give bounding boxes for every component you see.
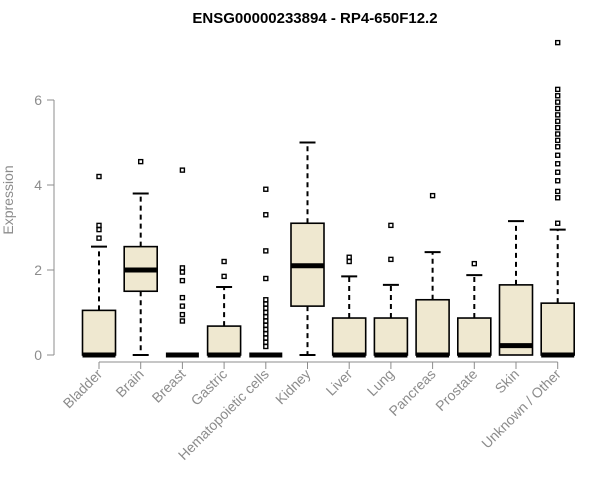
- outlier-point: [137, 158, 144, 165]
- x-tick-label: Lung: [364, 366, 397, 399]
- outlier-point: [96, 173, 102, 180]
- outlier-point: [263, 297, 269, 303]
- outlier-point: [555, 137, 561, 144]
- outlier-point: [179, 269, 186, 275]
- y-tick-label: 0: [34, 347, 42, 363]
- outlier-point: [221, 273, 227, 280]
- box-bladder: [81, 173, 117, 358]
- outlier-point: [555, 195, 561, 201]
- iqr-box: [456, 317, 492, 356]
- x-tick-label: Bladder: [60, 366, 106, 412]
- outlier-point: [263, 322, 269, 328]
- box-liver: [331, 254, 367, 358]
- outlier-point: [263, 318, 269, 324]
- outlier-point: [179, 311, 186, 318]
- outlier-point: [555, 93, 561, 99]
- outlier-point: [555, 131, 561, 137]
- box-hematopoietic-cells: [249, 186, 283, 358]
- outlier-point: [263, 326, 269, 333]
- iqr-box: [81, 309, 117, 356]
- box-prostate: [456, 260, 492, 358]
- box-lung: [373, 222, 409, 358]
- outlier-point: [263, 335, 269, 341]
- box-skin: [498, 220, 534, 356]
- outlier-point: [96, 222, 102, 229]
- outlier-point: [263, 339, 269, 345]
- box-gastric: [206, 258, 242, 358]
- outlier-point: [263, 275, 269, 282]
- outlier-point: [263, 248, 269, 254]
- box-brain: [123, 158, 158, 356]
- box-unknown-other: [540, 39, 576, 358]
- iqr-box: [331, 317, 367, 356]
- outlier-point: [555, 152, 561, 158]
- outlier-point: [555, 124, 561, 131]
- outlier-point: [96, 235, 102, 241]
- outlier-point: [263, 301, 269, 307]
- outlier-point: [555, 112, 561, 118]
- outlier-point: [388, 256, 394, 263]
- x-tick-label: Breast: [149, 366, 189, 406]
- outlier-point: [263, 331, 269, 337]
- iqr-box: [206, 325, 242, 356]
- outlier-point: [471, 260, 477, 267]
- outlier-point: [221, 258, 227, 265]
- outlier-point: [555, 178, 561, 184]
- outlier-point: [555, 39, 561, 46]
- outlier-point: [263, 212, 269, 218]
- y-tick-label: 4: [34, 177, 42, 193]
- x-tick-label: Prostate: [432, 366, 480, 414]
- outlier-point: [346, 254, 352, 260]
- outlier-point: [263, 309, 269, 316]
- x-tick-label: Kidney: [272, 366, 314, 408]
- outlier-point: [263, 343, 269, 350]
- outlier-point: [388, 222, 394, 229]
- iqr-box: [415, 298, 450, 356]
- iqr-box: [540, 302, 576, 356]
- outlier-point: [555, 144, 561, 150]
- x-tick-label: Liver: [323, 366, 356, 399]
- outlier-point: [555, 220, 561, 226]
- outlier-point: [555, 169, 561, 175]
- outlier-point: [179, 265, 186, 271]
- iqr-box: [373, 317, 409, 356]
- outlier-point: [555, 188, 561, 195]
- outlier-point: [429, 192, 436, 199]
- outlier-point: [263, 314, 269, 320]
- outlier-point: [555, 99, 561, 105]
- outlier-point: [346, 258, 352, 265]
- outlier-point: [179, 167, 186, 173]
- chart-title: ENSG00000233894 - RP4-650F12.2: [192, 10, 437, 27]
- outlier-point: [263, 305, 269, 311]
- box-breast: [165, 167, 199, 358]
- boxes-group: [81, 39, 576, 358]
- axes-group: 0 2 4 6: [34, 92, 559, 369]
- outlier-point: [179, 277, 186, 284]
- y-tick-label: 2: [34, 262, 42, 278]
- x-tick-label: Unknown / Other: [478, 366, 564, 452]
- x-tick-label: Skin: [492, 366, 523, 397]
- y-axis-label: Expression: [0, 165, 16, 234]
- outlier-point: [179, 303, 186, 309]
- outlier-point: [179, 318, 186, 324]
- outlier-point: [96, 226, 102, 233]
- x-tick-label: Brain: [112, 366, 146, 400]
- outlier-point: [555, 105, 561, 112]
- outlier-point: [555, 118, 561, 124]
- outlier-point: [555, 161, 561, 167]
- box-kidney: [290, 141, 325, 356]
- outlier-point: [263, 186, 269, 192]
- y-tick-label: 6: [34, 92, 42, 108]
- box-pancreas: [415, 192, 450, 358]
- outlier-point: [179, 294, 186, 301]
- outlier-point: [555, 86, 561, 93]
